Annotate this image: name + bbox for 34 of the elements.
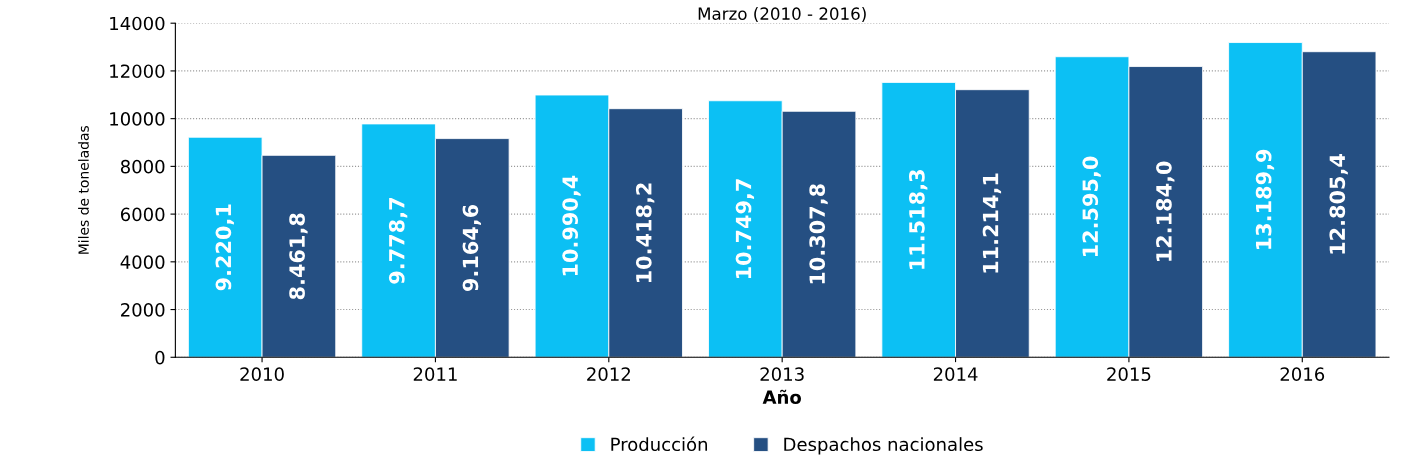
data-label: 12.805,4 — [1329, 154, 1348, 254]
chart-title: Marzo (2010 - 2016) — [698, 7, 866, 22]
y-tick-label: 2000 — [121, 303, 165, 317]
data-label: 12.595,0 — [1082, 156, 1101, 257]
data-label: 13.189,9 — [1255, 149, 1275, 249]
data-label: 11.518,3 — [908, 170, 928, 269]
data-label: 10.418,2 — [635, 183, 655, 283]
legend-label: Despachos nacionales — [784, 437, 983, 455]
data-label: 12.184,0 — [1156, 161, 1175, 261]
legend-label: Producción — [611, 436, 707, 452]
data-label: 8.461,8 — [289, 213, 308, 300]
x-tick-label: 2010 — [240, 367, 284, 381]
y-tick-label: 4000 — [120, 255, 165, 269]
data-label: 10.749,7 — [735, 179, 755, 279]
y-tick-label: 14000 — [110, 16, 165, 31]
y-tick-label: 12000 — [110, 64, 165, 79]
y-tick-label: 0 — [155, 350, 165, 365]
data-label: 10.990,4 — [562, 175, 581, 276]
y-axis-title: Miles de toneladas — [78, 125, 89, 254]
x-tick-label: 2016 — [1280, 367, 1325, 381]
x-tick-label: 2012 — [587, 367, 630, 381]
y-tick-label: 8000 — [120, 159, 165, 174]
data-label: 10.307,8 — [809, 184, 828, 284]
data-label: 11.214,1 — [982, 173, 1002, 273]
y-tick-label: 10000 — [110, 112, 165, 126]
x-tick-label: 2011 — [413, 367, 457, 381]
x-axis-title: Año — [762, 389, 802, 405]
data-label: 9.164,6 — [462, 204, 481, 292]
x-tick-label: 2015 — [1107, 367, 1151, 381]
data-label: 9.778,7 — [388, 198, 408, 284]
data-label: 9.220,1 — [215, 204, 234, 291]
x-tick-label: 2013 — [760, 367, 804, 381]
x-tick-label: 2014 — [933, 367, 978, 381]
y-tick-label: 6000 — [120, 207, 165, 222]
